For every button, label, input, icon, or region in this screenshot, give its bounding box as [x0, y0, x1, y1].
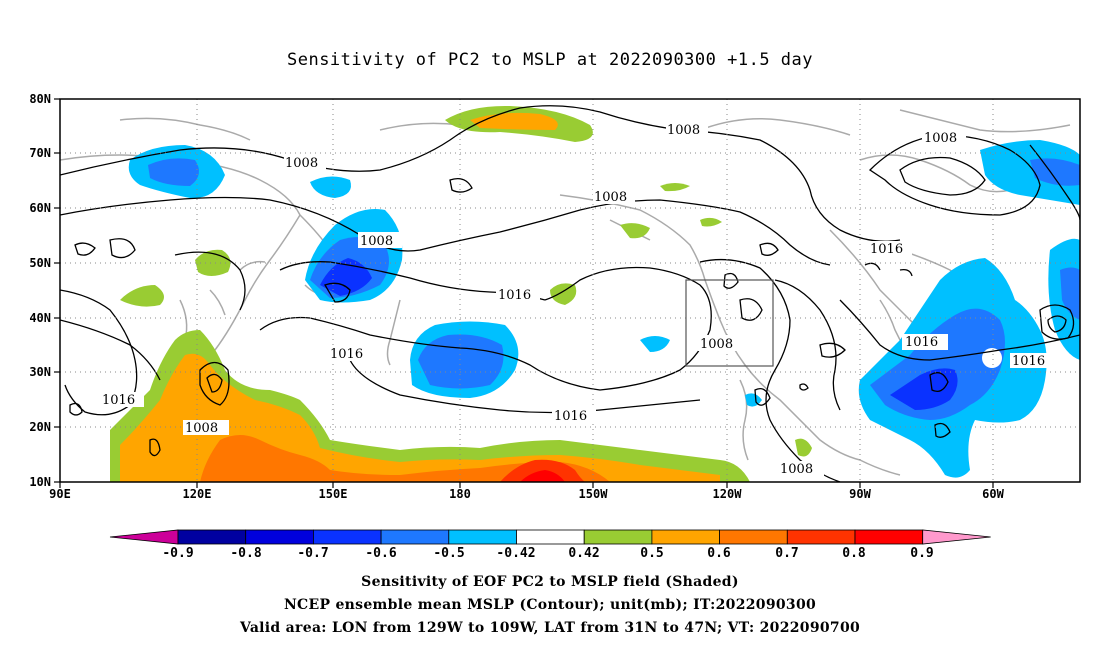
colorbar	[109, 529, 991, 545]
shaded-fields	[110, 105, 1080, 482]
contour-label: 1008	[700, 337, 733, 352]
contour-label: 1016	[905, 335, 938, 350]
colorbar-swatch	[380, 529, 450, 545]
map-frame	[59, 98, 1081, 483]
contour-label: 1016	[1012, 354, 1045, 369]
contour-label: 1008	[667, 123, 700, 138]
lat-label: 20N	[29, 420, 51, 434]
gridlines	[60, 99, 1080, 482]
colorbar-swatch	[448, 529, 517, 545]
colorbar-tick-label: -0.5	[433, 546, 464, 561]
colorbar-swatch	[177, 529, 247, 545]
mslp-contours	[60, 105, 1080, 482]
colorbar-tick-label: 0.6	[707, 546, 731, 561]
contour-label: 1016	[330, 347, 363, 362]
contour-label: 1008	[285, 156, 318, 171]
colorbar-tick-label: 0.7	[775, 546, 798, 561]
contour-label: 1016	[554, 409, 587, 424]
lon-label: 150E	[319, 487, 348, 501]
contour-label: 1008	[360, 234, 393, 249]
chart-title: Sensitivity of PC2 to MSLP at 2022090300…	[286, 50, 813, 70]
colorbar-extend-low	[109, 529, 179, 545]
colorbar-tick-label: 0.5	[640, 546, 663, 561]
colorbar-tick-label: 0.9	[910, 546, 933, 561]
valid-area-box	[685, 279, 774, 367]
colorbar-swatch	[245, 529, 314, 545]
colorbar-tick-label: -0.9	[162, 546, 193, 561]
longitude-labels: 90E 120E 150E 180 150W 120W 90W 60W	[49, 487, 1004, 501]
colorbar-swatch	[719, 529, 788, 545]
lat-label: 40N	[29, 311, 51, 325]
contour-labels: 1008 1008 1008 1008 1008 1008 1016 1016 …	[100, 122, 1056, 477]
colorbar-swatch	[854, 529, 924, 545]
lon-label: 120W	[713, 487, 743, 501]
contour-label: 1016	[870, 242, 903, 257]
contour-label: 1016	[102, 393, 135, 408]
colorbar-swatch	[516, 529, 585, 545]
caption-line-3: Valid area: LON from 129W to 109W, LAT f…	[239, 620, 861, 636]
lat-label: 50N	[29, 256, 51, 270]
lon-label: 90W	[849, 487, 871, 501]
colorbar-tick-label: 0.8	[842, 546, 866, 561]
colorbar-swatch	[312, 529, 382, 545]
colorbar-tick-label: -0.8	[230, 546, 261, 561]
contour-label: 1008	[594, 190, 627, 205]
contour-label: 1016	[498, 288, 531, 303]
lon-label: 120E	[183, 487, 212, 501]
colorbar-swatch	[786, 529, 856, 545]
colorbar-tick-label: -0.42	[496, 546, 535, 561]
colorbar-swatch	[583, 529, 653, 545]
colorbar-tick-label: -0.7	[297, 546, 328, 561]
contour-label: 1008	[780, 462, 813, 477]
lat-label: 10N	[29, 475, 51, 489]
colorbar-tick-label: 0.42	[568, 546, 599, 561]
colorbar-labels: -0.9 -0.8 -0.7 -0.6 -0.5 -0.42 0.42 0.5 …	[162, 546, 933, 561]
lat-label: 60N	[29, 201, 51, 215]
lon-label: 180	[449, 487, 471, 501]
caption-line-2: NCEP ensemble mean MSLP (Contour); unit(…	[283, 597, 817, 613]
latitude-labels: 10N 20N 30N 40N 50N 60N 70N 80N	[29, 92, 51, 489]
lat-label: 70N	[29, 146, 51, 160]
colorbar-extend-high	[922, 529, 991, 545]
axis-ticks	[54, 98, 994, 488]
colorbar-tick-label: -0.6	[365, 546, 396, 561]
lon-label: 60W	[982, 487, 1004, 501]
caption-line-1: Sensitivity of EOF PC2 to MSLP field (Sh…	[361, 574, 739, 590]
lat-label: 80N	[29, 92, 51, 106]
contour-label: 1008	[185, 421, 218, 436]
lon-label: 150W	[579, 487, 609, 501]
lat-label: 30N	[29, 365, 51, 379]
lon-label: 90E	[49, 487, 71, 501]
colorbar-swatch	[651, 529, 721, 545]
contour-label: 1008	[924, 131, 957, 146]
